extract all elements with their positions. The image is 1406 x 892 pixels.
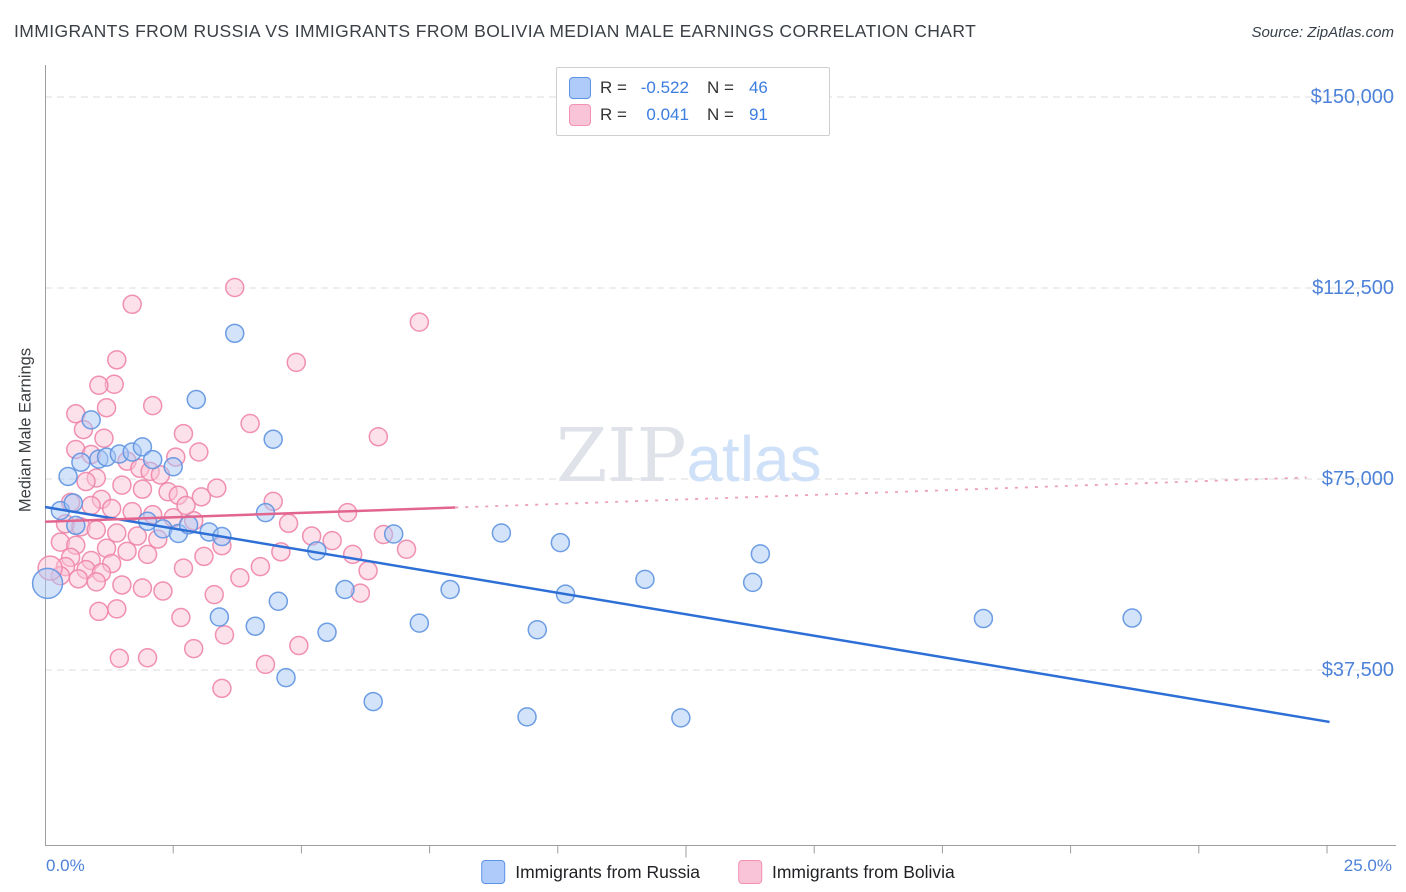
watermark: ZIPatlas: [556, 413, 822, 499]
n-value-bolivia: 91: [748, 105, 768, 124]
svg-text:$37,500: $37,500: [1322, 659, 1394, 681]
x-axis-min-label: 0.0%: [46, 856, 85, 875]
n-label-russia: N =: [706, 78, 734, 97]
svg-text:$75,000: $75,000: [1322, 468, 1394, 490]
svg-text:$150,000: $150,000: [1311, 86, 1394, 108]
source-attribution: Source: ZipAtlas.com: [1251, 24, 1394, 41]
bolivia-series-swatch: [569, 104, 591, 126]
r-label-bolivia: R =: [600, 105, 627, 124]
russia-legend-label: Immigrants from Russia: [515, 861, 700, 882]
legend-row-bolivia: R = 0.041 N = 91: [569, 104, 817, 126]
y-axis-title: Median Male Earnings: [16, 347, 35, 513]
svg-text:$112,500: $112,500: [1312, 277, 1394, 299]
r-value-bolivia: 0.041: [646, 105, 689, 124]
chart-title: IMMIGRANTS FROM RUSSIA VS IMMIGRANTS FRO…: [14, 21, 977, 41]
bolivia-legend-label: Immigrants from Bolivia: [771, 861, 955, 882]
n-label-bolivia: N =: [706, 105, 734, 124]
russia-series-swatch: [569, 77, 591, 99]
x-axis-max-label: 25.0%: [1343, 856, 1392, 875]
legend-item-russia: Immigrants from Russia: [481, 860, 700, 884]
correlation-legend: R = -0.522 N = 46 R = 0.041 N = 91: [556, 67, 830, 136]
r-label-russia: R =: [600, 78, 627, 97]
bolivia-legend-swatch: [737, 860, 762, 884]
r-value-russia: -0.522: [640, 78, 689, 97]
legend-item-bolivia: Immigrants from Bolivia: [737, 860, 955, 884]
legend-row-russia: R = -0.522 N = 46: [569, 77, 817, 99]
russia-legend-swatch: [481, 860, 506, 884]
series-legend: Immigrants from Russia Immigrants from B…: [481, 860, 955, 884]
n-value-russia: 46: [748, 78, 768, 97]
